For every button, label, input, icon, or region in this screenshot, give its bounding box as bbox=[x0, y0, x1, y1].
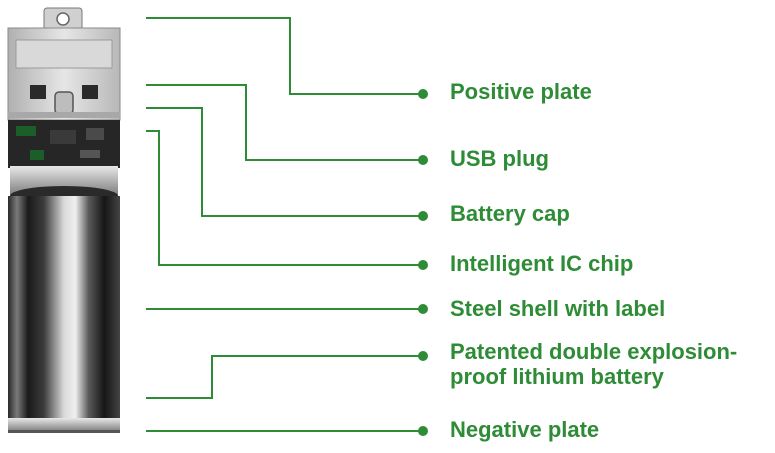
leader-ic-chip bbox=[146, 130, 422, 266]
label-battery-cap: Battery cap bbox=[450, 201, 570, 226]
leader-battery-cap bbox=[146, 107, 422, 217]
battery-illustration bbox=[7, 7, 121, 433]
label-positive-plate: Positive plate bbox=[450, 79, 592, 104]
negative-cap bbox=[8, 418, 120, 432]
steel-shell bbox=[8, 196, 120, 418]
leader-lines bbox=[146, 17, 422, 432]
label-usb-plug: USB plug bbox=[450, 146, 549, 171]
label-patented-line2: proof lithium battery bbox=[450, 364, 664, 389]
leader-dots bbox=[418, 89, 428, 436]
leader-positive-plate bbox=[146, 17, 422, 95]
label-negative-plate: Negative plate bbox=[450, 417, 600, 442]
leader-patented-battery bbox=[146, 355, 422, 399]
label-ic-chip: Intelligent IC chip bbox=[450, 251, 634, 276]
leader-usb-plug bbox=[146, 84, 422, 161]
label-patented-line1: Patented double explosion- bbox=[450, 339, 738, 364]
label-steel-shell: Steel shell with label bbox=[450, 296, 666, 321]
